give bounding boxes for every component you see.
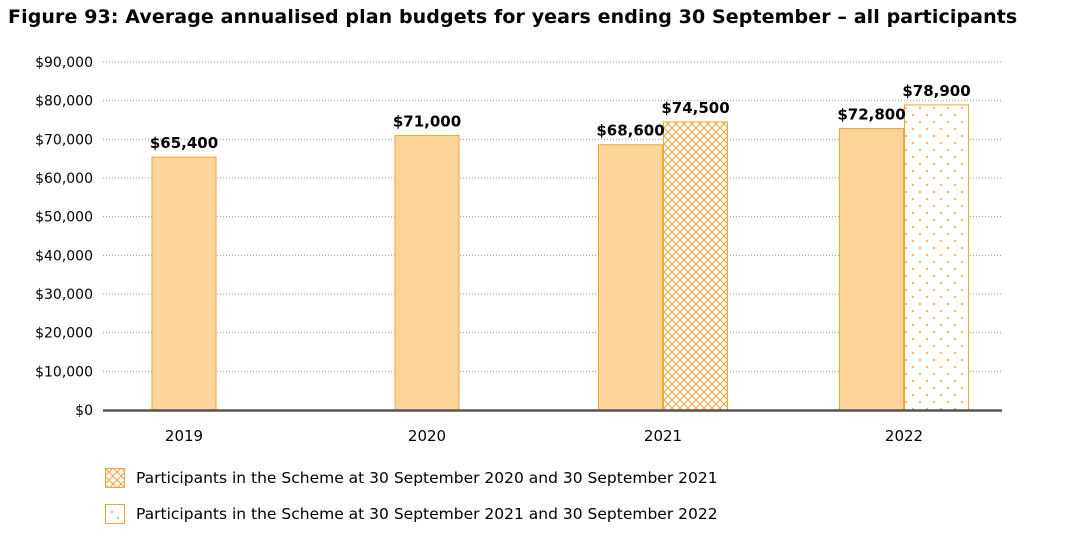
bar-2020-solid	[394, 134, 460, 411]
y-axis-ticks: $0 $10,000 $20,000 $30,000 $40,000 $50,000 $60…	[35, 55, 93, 419]
x-tick-label: 2022	[885, 427, 923, 445]
y-tick-label: $80,000	[35, 94, 93, 110]
y-tick-label: $50,000	[35, 210, 93, 226]
x-axis-labels: 2019 2020 2021 2022	[165, 427, 923, 445]
data-label: $68,600	[596, 122, 664, 140]
bar-2021-solid	[598, 144, 663, 411]
legend-item-dots: Participants in the Scheme at 30 Septemb…	[105, 502, 718, 526]
bar-2022-dots	[904, 104, 969, 411]
bars	[151, 104, 969, 411]
data-label: $74,500	[661, 99, 729, 117]
bar-2022-solid	[839, 128, 904, 411]
data-label: $65,400	[150, 134, 218, 152]
bar-2021-crosshatch	[663, 121, 728, 411]
y-tick-label: $0	[75, 403, 93, 419]
legend-swatch-crosshatch	[105, 468, 125, 488]
bar-chart: $0 $10,000 $20,000 $30,000 $40,000 $50,000 $60…	[35, 55, 1002, 445]
bar-2019-solid	[151, 156, 217, 411]
y-tick-label: $40,000	[35, 248, 93, 264]
data-labels: $65,400 $71,000 $68,600 $74,500 $72,800 $78,9…	[150, 82, 971, 152]
y-tick-label: $70,000	[35, 132, 93, 148]
legend-swatch-dots	[105, 504, 125, 524]
x-tick-label: 2021	[644, 427, 682, 445]
y-tick-label: $90,000	[35, 55, 93, 71]
legend-label-dots: Participants in the Scheme at 30 Septemb…	[136, 505, 718, 523]
data-label: $71,000	[393, 112, 461, 130]
data-label: $72,800	[837, 106, 905, 124]
x-tick-label: 2020	[408, 427, 446, 445]
y-tick-label: $20,000	[35, 326, 93, 342]
legend-item-crosshatch: Participants in the Scheme at 30 Septemb…	[105, 466, 718, 490]
y-tick-label: $30,000	[35, 287, 93, 303]
y-tick-label: $60,000	[35, 171, 93, 187]
x-tick-label: 2019	[165, 427, 203, 445]
chart-title: Figure 93: Average annualised plan budge…	[8, 6, 1018, 28]
legend-label-crosshatch: Participants in the Scheme at 30 Septemb…	[136, 469, 718, 487]
y-tick-label: $10,000	[35, 364, 93, 380]
data-label: $78,900	[902, 82, 970, 100]
